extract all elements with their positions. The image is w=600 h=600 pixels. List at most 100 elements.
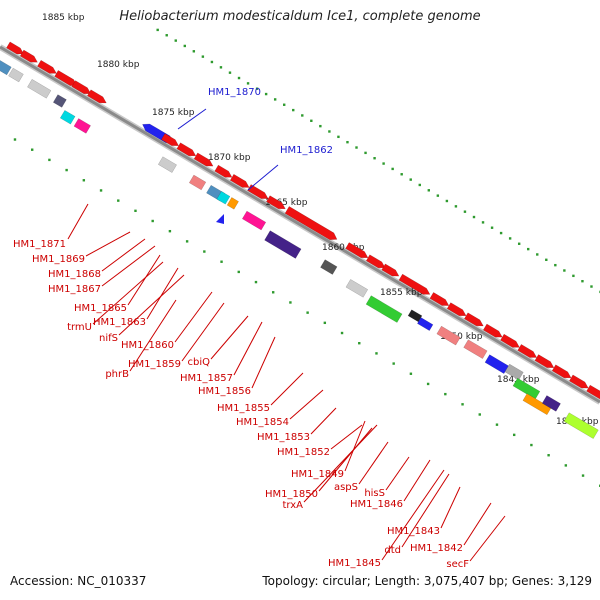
gene-leader-line	[92, 261, 164, 325]
gene-feature	[463, 339, 488, 359]
tick-dot	[220, 260, 223, 263]
gene-feature	[345, 242, 369, 258]
gene-feature	[266, 195, 286, 210]
gene-leader-line	[330, 424, 363, 450]
scale-dot	[517, 242, 521, 245]
tick-dot	[99, 189, 103, 192]
gene-feature	[0, 60, 12, 76]
gene-label: HM1_1849	[291, 469, 344, 480]
gene-label: trxA	[282, 500, 303, 511]
scale-dot	[219, 66, 223, 69]
tick-dot	[254, 280, 258, 284]
scale-dot	[545, 258, 548, 262]
tick-dot	[444, 392, 447, 396]
gene-leader-line	[210, 315, 249, 360]
gene-label: secF	[446, 559, 469, 570]
scale-dot	[192, 50, 196, 53]
gene-leader-line	[310, 407, 337, 435]
gene-leader-line	[401, 473, 450, 548]
gene-feature	[6, 41, 25, 55]
gene-feature	[563, 412, 599, 439]
gene-feature	[551, 364, 572, 379]
scale-dot	[183, 44, 186, 48]
gene-leader-line	[440, 486, 461, 529]
tick-dot	[323, 321, 327, 325]
gene-feature	[463, 312, 484, 327]
gene-feature	[365, 254, 386, 269]
gene-feature	[500, 333, 520, 348]
gene-feature	[429, 292, 450, 306]
tick-dot	[237, 270, 240, 274]
gene-feature	[226, 197, 239, 210]
gene-feature	[484, 354, 509, 374]
scale-dot	[527, 247, 530, 251]
gene-label: HM1_1868	[48, 269, 101, 280]
tick-dot	[289, 301, 292, 304]
gene-feature	[161, 133, 180, 146]
scale-dot	[346, 140, 349, 144]
scale-dot	[292, 108, 295, 112]
scale-dot	[554, 263, 557, 267]
gene-label: HM1_1869	[32, 254, 85, 265]
gene-feature	[517, 344, 538, 358]
gene-label: HM1_1852	[277, 447, 330, 458]
tick-dot	[530, 443, 533, 447]
tick-dot	[30, 148, 34, 151]
scale-dot	[409, 178, 412, 181]
gene-label: HM1_1854	[236, 417, 289, 428]
kbp-tick-label: 1870 kbp	[208, 153, 251, 163]
accession-text: Accession: NC_010337	[10, 574, 147, 588]
scale-dot	[237, 76, 241, 80]
scale-dot	[283, 103, 286, 106]
gene-feature	[52, 94, 67, 108]
gene-feature	[157, 156, 177, 173]
gene-leader-line	[469, 515, 506, 562]
gene-leader-line	[463, 502, 492, 546]
tick-dot	[409, 372, 413, 375]
kbp-tick-label: 1860 kbp	[322, 243, 365, 253]
scale-dot	[536, 253, 539, 256]
gene-label: cbiQ	[188, 357, 211, 368]
tick-dot	[168, 229, 172, 233]
tick-dot	[134, 209, 137, 213]
kbp-tick-label: 1850 kbp	[440, 332, 483, 342]
gene-feature	[216, 214, 224, 224]
gene-label: HM1_1871	[13, 239, 66, 250]
kbp-tick-label: 1855 kbp	[380, 288, 423, 298]
topology-text: Topology: circular; Length: 3,075,407 bp…	[262, 574, 592, 588]
gene-feature	[19, 49, 38, 63]
gene-label: HM1_1870	[208, 87, 261, 98]
genome-title: Heliobacterium modesticaldum Ice1, compl…	[119, 9, 481, 24]
gene-feature	[229, 173, 250, 188]
backbone-line	[0, 45, 600, 404]
gene-feature	[586, 384, 600, 400]
scale-dot	[454, 205, 458, 208]
scale-dot	[572, 274, 575, 278]
gene-feature	[176, 142, 197, 157]
kbp-tick-label: 1865 kbp	[265, 198, 308, 208]
scale-dot	[310, 119, 313, 122]
scale-dot	[490, 226, 494, 229]
scale-dot	[355, 146, 358, 149]
gene-leader-line	[233, 321, 263, 376]
scale-dot	[427, 189, 431, 192]
gene-leader-line	[101, 245, 156, 287]
gene-feature	[193, 152, 214, 167]
gene-leader-line	[85, 231, 131, 257]
tick-dot	[65, 168, 68, 172]
gene-leader-line	[146, 267, 179, 320]
tick-dot	[581, 474, 585, 477]
scale-dot	[472, 215, 476, 219]
kbp-tick-label: 1885 kbp	[42, 13, 85, 23]
scale-dot	[499, 231, 503, 235]
scale-dot	[301, 114, 304, 117]
gene-leader-line	[403, 459, 431, 502]
tick-dot	[340, 331, 344, 335]
scale-dot	[273, 98, 277, 101]
tick-dot	[13, 138, 17, 141]
scale-dot	[418, 183, 421, 187]
scale-dot	[445, 199, 449, 203]
tick-dot	[512, 433, 516, 437]
gene-feature	[37, 59, 57, 74]
